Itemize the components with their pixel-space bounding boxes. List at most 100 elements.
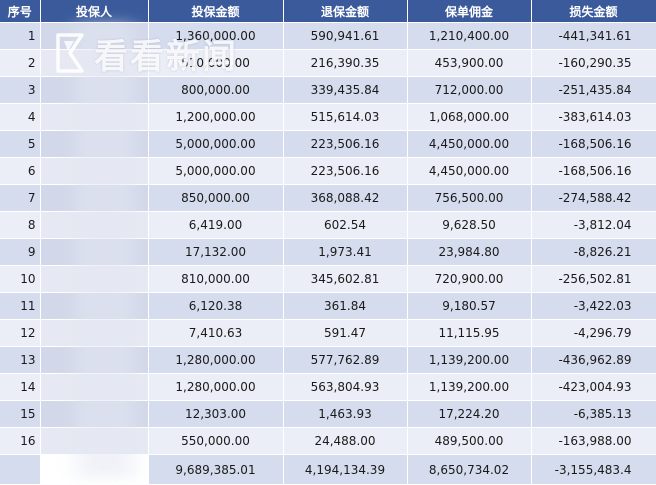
cell-amount: 1,280,000.00 <box>148 373 284 401</box>
header-loss: 损失金额 <box>531 0 656 23</box>
total-seq <box>0 454 41 485</box>
table-row: 14 1,280,000.00 563,804.93 1,139,200.00 -423… <box>0 373 656 401</box>
cell-commission: 4,450,000.00 <box>407 157 532 185</box>
cell-insured <box>40 157 149 185</box>
cell-loss: -3,422.03 <box>531 292 656 320</box>
cell-commission: 9,180.57 <box>407 292 532 320</box>
cell-seq: 2 <box>0 49 41 77</box>
cell-seq: 5 <box>0 130 41 158</box>
cell-commission: 453,900.00 <box>407 49 532 77</box>
cell-amount: 6,419.00 <box>148 211 284 239</box>
cell-loss: -436,962.89 <box>531 346 656 374</box>
cell-amount: 5,000,000.00 <box>148 157 284 185</box>
cell-amount: 510,000.00 <box>148 49 284 77</box>
cell-amount: 550,000.00 <box>148 427 284 455</box>
table-row: 3 800,000.00 339,435.84 712,000.00 -251,435.… <box>0 76 656 104</box>
cell-seq: 1 <box>0 22 41 50</box>
cell-commission: 4,450,000.00 <box>407 130 532 158</box>
cell-seq: 14 <box>0 373 41 401</box>
cell-amount: 850,000.00 <box>148 184 284 212</box>
cell-insured <box>40 292 149 320</box>
cell-insured <box>40 265 149 293</box>
cell-refund: 223,506.16 <box>283 157 408 185</box>
cell-loss: -8,826.21 <box>531 238 656 266</box>
cell-refund: 591.47 <box>283 319 408 347</box>
cell-seq: 6 <box>0 157 41 185</box>
cell-insured <box>40 346 149 374</box>
cell-amount: 1,360,000.00 <box>148 22 284 50</box>
cell-commission: 1,139,200.00 <box>407 373 532 401</box>
cell-insured <box>40 130 149 158</box>
cell-insured <box>40 400 149 428</box>
table-header-row: 序号 投保人 投保金额 退保金额 保单佣金 损失金额 <box>0 0 656 23</box>
total-insured <box>40 454 149 485</box>
table-row: 16 550,000.00 24,488.00 489,500.00 -163,988.… <box>0 427 656 455</box>
cell-refund: 368,088.42 <box>283 184 408 212</box>
cell-commission: 17,224.20 <box>407 400 532 428</box>
cell-seq: 13 <box>0 346 41 374</box>
cell-refund: 577,762.89 <box>283 346 408 374</box>
table-row: 9 17,132.00 1,973.41 23,984.80 -8,826.21 <box>0 238 656 266</box>
cell-amount: 7,410.63 <box>148 319 284 347</box>
cell-loss: -274,588.42 <box>531 184 656 212</box>
cell-insured <box>40 49 149 77</box>
cell-refund: 361.84 <box>283 292 408 320</box>
cell-amount: 17,132.00 <box>148 238 284 266</box>
cell-insured <box>40 238 149 266</box>
table-row: 11 6,120.38 361.84 9,180.57 -3,422.03 <box>0 292 656 320</box>
table-row: 5 5,000,000.00 223,506.16 4,450,000.00 -168,… <box>0 130 656 158</box>
header-refund: 退保金额 <box>283 0 408 23</box>
cell-commission: 9,628.50 <box>407 211 532 239</box>
cell-loss: -168,506.16 <box>531 157 656 185</box>
cell-seq: 7 <box>0 184 41 212</box>
cell-loss: -4,296.79 <box>531 319 656 347</box>
cell-commission: 1,210,400.00 <box>407 22 532 50</box>
cell-loss: -168,506.16 <box>531 130 656 158</box>
cell-commission: 720,900.00 <box>407 265 532 293</box>
cell-insured <box>40 427 149 455</box>
table-row: 7 850,000.00 368,088.42 756,500.00 -274,588.… <box>0 184 656 212</box>
cell-loss: -441,341.61 <box>531 22 656 50</box>
cell-seq: 3 <box>0 76 41 104</box>
cell-refund: 216,390.35 <box>283 49 408 77</box>
cell-refund: 602.54 <box>283 211 408 239</box>
cell-insured <box>40 184 149 212</box>
total-loss: -3,155,483.4 <box>531 454 656 485</box>
cell-insured <box>40 211 149 239</box>
table-row: 10 810,000.00 345,602.81 720,900.00 -256,502… <box>0 265 656 293</box>
table-row: 13 1,280,000.00 577,762.89 1,139,200.00 -436… <box>0 346 656 374</box>
cell-refund: 345,602.81 <box>283 265 408 293</box>
cell-amount: 1,280,000.00 <box>148 346 284 374</box>
total-commission: 8,650,734.02 <box>407 454 532 485</box>
cell-loss: -6,385.13 <box>531 400 656 428</box>
cell-loss: -423,004.93 <box>531 373 656 401</box>
total-amount: 9,689,385.01 <box>148 454 284 485</box>
cell-amount: 12,303.00 <box>148 400 284 428</box>
cell-loss: -3,812.04 <box>531 211 656 239</box>
cell-commission: 489,500.00 <box>407 427 532 455</box>
cell-amount: 5,000,000.00 <box>148 130 284 158</box>
cell-seq: 10 <box>0 265 41 293</box>
cell-seq: 11 <box>0 292 41 320</box>
cell-refund: 563,804.93 <box>283 373 408 401</box>
cell-seq: 9 <box>0 238 41 266</box>
cell-loss: -256,502.81 <box>531 265 656 293</box>
cell-refund: 339,435.84 <box>283 76 408 104</box>
cell-amount: 1,200,000.00 <box>148 103 284 131</box>
table-row: 2 510,000.00 216,390.35 453,900.00 -160,290.… <box>0 49 656 77</box>
cell-commission: 756,500.00 <box>407 184 532 212</box>
cell-commission: 712,000.00 <box>407 76 532 104</box>
cell-commission: 23,984.80 <box>407 238 532 266</box>
header-amount: 投保金额 <box>148 0 284 23</box>
cell-insured <box>40 319 149 347</box>
cell-loss: -160,290.35 <box>531 49 656 77</box>
cell-commission: 1,068,000.00 <box>407 103 532 131</box>
total-refund: 4,194,134.39 <box>283 454 408 485</box>
cell-insured <box>40 373 149 401</box>
cell-commission: 11,115.95 <box>407 319 532 347</box>
header-commission: 保单佣金 <box>407 0 532 23</box>
header-insured: 投保人 <box>40 0 149 23</box>
header-seq: 序号 <box>0 0 41 23</box>
cell-insured <box>40 103 149 131</box>
